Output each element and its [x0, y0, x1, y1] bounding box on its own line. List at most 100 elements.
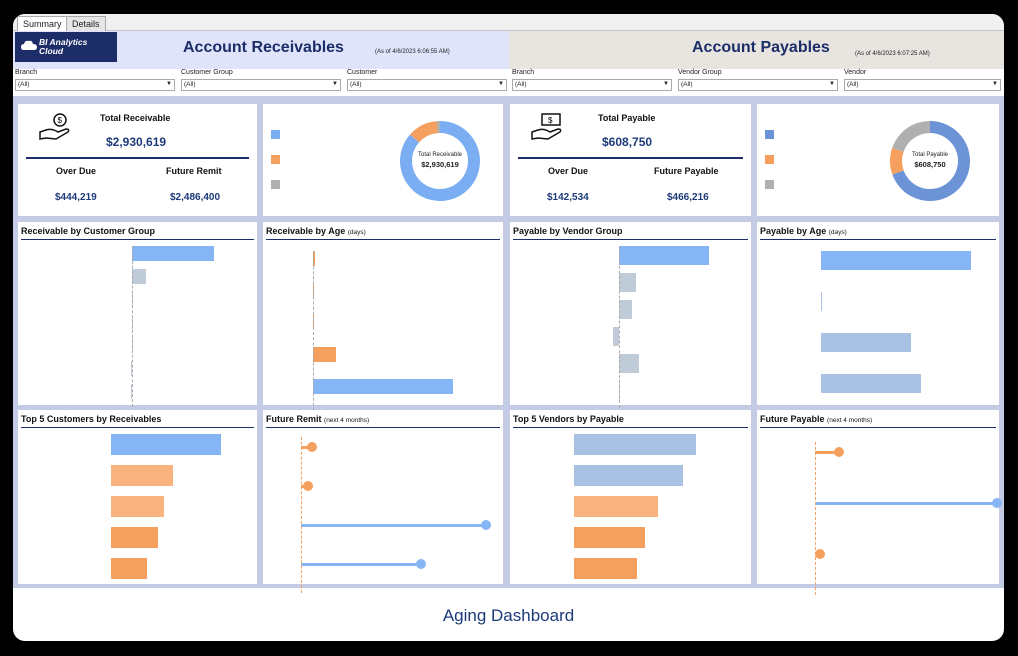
filter-ar-customer: Customer (All) ▼ [347, 69, 507, 91]
donut-slice-1[interactable] [400, 121, 480, 201]
overdue-value: $142,534 [547, 192, 589, 203]
title-unit: (days) [828, 229, 847, 236]
overdue-label: Over Due [548, 166, 589, 176]
filter-value: (All) [515, 81, 527, 88]
lollipop-dot [307, 442, 318, 452]
filter-select[interactable]: (All) ▼ [15, 79, 175, 91]
bar [111, 465, 173, 486]
panel-title: Payable by Vendor Group [513, 226, 623, 236]
filter-ar-customer-group: Customer Group (All) ▼ [181, 69, 341, 91]
bar [574, 465, 684, 486]
zero-axis [815, 442, 816, 595]
donut-center-label: Total Payable [911, 152, 949, 158]
kpi-divider [518, 157, 743, 159]
title-unit: (next 4 months) [324, 417, 370, 424]
title-underline [760, 427, 996, 428]
dashboard-screen: Summary Details BI Analytics Cloud Accou… [13, 14, 1004, 641]
filter-select[interactable]: (All) ▼ [678, 79, 838, 91]
filter-value: (All) [847, 81, 859, 88]
ar-branch-donut-panel: Total Receivable $2,930,619 [263, 104, 503, 216]
future-remit-label: Future Remit [166, 166, 222, 176]
bar [313, 379, 453, 394]
dashboard-footer-title: Aging Dashboard [442, 606, 575, 625]
payables-title: Account Payables [692, 39, 830, 56]
ar-branch-donut [400, 121, 480, 201]
lollipop-stem [301, 445, 313, 449]
future-payable-value: $466,216 [667, 192, 709, 203]
future-remit-value: $2,486,400 [170, 192, 221, 203]
bar [574, 434, 696, 455]
dashboard-board: $ Total Receivable $2,930,619 Over Due F… [13, 96, 1004, 595]
title-text: Future Payable [760, 414, 825, 424]
total-payable-label: Total Payable [598, 113, 656, 123]
receivables-header: BI Analytics Cloud Account Receivables (… [13, 31, 509, 69]
bar [821, 292, 822, 311]
filter-ar-branch: Branch (All) ▼ [15, 69, 175, 91]
svg-text:$: $ [548, 116, 553, 125]
receivables-filters: Branch (All) ▼ Customer Group (All) ▼ Custom… [13, 69, 509, 95]
donut-slice-2[interactable] [410, 121, 438, 143]
title-underline [266, 239, 500, 240]
bar [619, 273, 637, 292]
title-text: Payable by Age [760, 226, 827, 236]
zero-axis [132, 246, 133, 407]
panel-title: Future Payable (next 4 months) [760, 414, 872, 424]
panel-title: Receivable by Age (days) [266, 226, 366, 236]
lollipop-stem [301, 562, 422, 566]
ap-branch-donut-panel: Total Payable $608,750 [757, 104, 999, 216]
chevron-down-icon: ▼ [992, 81, 998, 87]
filter-select[interactable]: (All) ▼ [844, 79, 1001, 91]
panel-title: Future Remit (next 4 months) [266, 414, 369, 424]
bar [821, 374, 921, 393]
ap-branch-donut [890, 121, 970, 201]
lollipop-stem [815, 450, 840, 454]
overdue-value: $444,219 [55, 192, 97, 203]
filter-ap-vendor-group: Vendor Group (All) ▼ [678, 69, 838, 91]
ap-kpi-panel: $ Total Payable $608,750 Over Due Future… [510, 104, 751, 216]
bar [574, 496, 658, 517]
lollipop-dot [992, 498, 1002, 508]
bar [574, 527, 646, 548]
filter-value: (All) [184, 81, 196, 88]
filter-select[interactable]: (All) ▼ [512, 79, 672, 91]
company-logo: BI Analytics Cloud [15, 32, 117, 62]
zero-axis [619, 246, 620, 408]
payables-asof: (As of 4/6/2023 6:07:25 AM) [855, 51, 930, 57]
chevron-down-icon: ▼ [663, 81, 669, 87]
legend-swatch [271, 180, 280, 189]
title-underline [21, 427, 254, 428]
donut-slice-1[interactable] [892, 121, 970, 201]
title-unit: (days) [347, 229, 366, 236]
total-receivable-value: $2,930,619 [106, 135, 167, 149]
payable-by-vendor-group-panel: Payable by Vendor Group [510, 222, 751, 408]
money-hand-icon: $ [531, 113, 562, 140]
filter-select[interactable]: (All) ▼ [347, 79, 507, 91]
donut-slice-3[interactable] [892, 121, 930, 152]
tab-details[interactable]: Details [66, 16, 106, 31]
overdue-label: Over Due [56, 166, 97, 176]
donut-slice-3[interactable] [436, 121, 440, 134]
total-payable-value: $608,750 [602, 135, 653, 149]
filter-label: Vendor [844, 69, 867, 76]
bar [313, 347, 336, 362]
legend-swatch [271, 155, 280, 164]
lollipop-stem [815, 501, 997, 505]
bar [821, 251, 971, 270]
donut-center-value: $608,750 [914, 160, 946, 169]
ar-kpi-panel: $ Total Receivable $2,930,619 Over Due F… [18, 104, 257, 216]
zero-axis [301, 437, 302, 593]
panel-title: Receivable by Customer Group [21, 226, 156, 236]
bar [131, 361, 132, 376]
filter-select[interactable]: (All) ▼ [181, 79, 341, 91]
legend-swatch [765, 130, 774, 139]
tab-summary[interactable]: Summary [17, 16, 68, 31]
title-unit: (next 4 months) [827, 417, 873, 424]
donut-center-label: Total Receivable [417, 152, 463, 158]
donut-slice-2[interactable] [890, 147, 904, 175]
bar [111, 527, 158, 548]
bar [619, 300, 632, 319]
future-payable-panel: Future Payable (next 4 months) [757, 410, 1002, 595]
chevron-down-icon: ▼ [332, 81, 338, 87]
chevron-down-icon: ▼ [829, 81, 835, 87]
